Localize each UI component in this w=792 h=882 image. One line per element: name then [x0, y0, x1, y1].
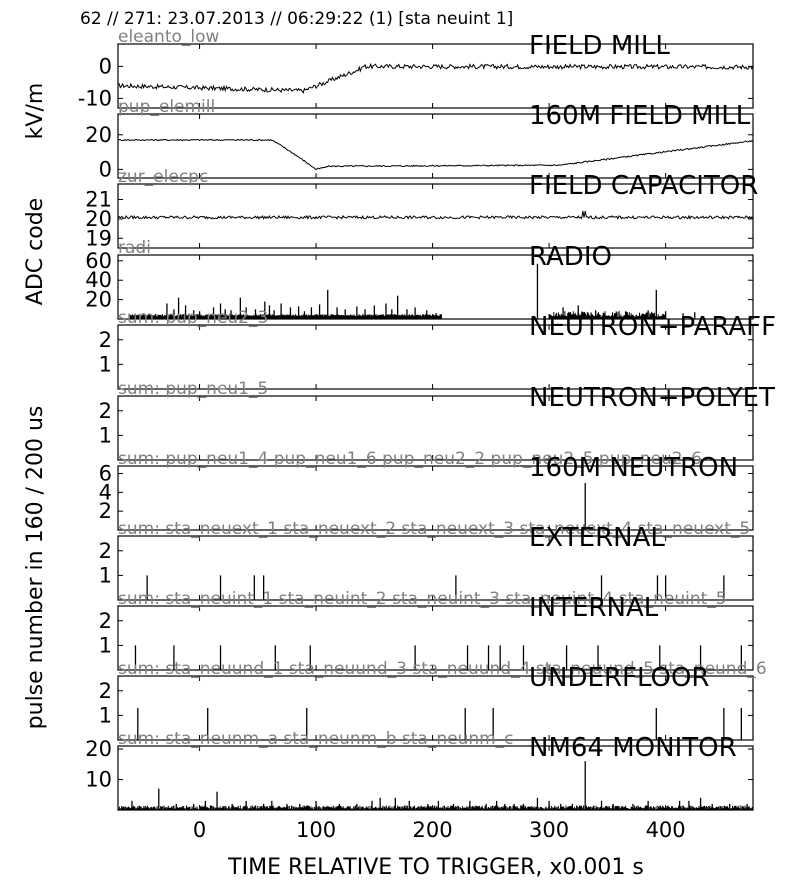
- panel-title: NEUTRON+PARAFF: [529, 312, 776, 342]
- panel-title: NEUTRON+POLYET: [529, 383, 775, 413]
- panel-frame: [117, 745, 754, 811]
- y-tick-label: 0: [99, 54, 112, 78]
- y-tick-label: 0: [99, 157, 112, 181]
- panel-frame: [117, 535, 754, 601]
- channel-label: sum: pup_neu1_5: [118, 379, 268, 399]
- y-tick-label: 20: [85, 288, 112, 312]
- panel-frame: [117, 465, 754, 531]
- y-tick-label: 2: [99, 609, 112, 633]
- y-tick-label: 21: [85, 188, 112, 212]
- series-trace: [117, 210, 754, 220]
- series-trace: [117, 62, 754, 94]
- channel-label: pup_elemill: [118, 97, 215, 117]
- y-tick-label: 20: [85, 207, 112, 231]
- channel-label: sum: sta_neuund_1 sta_neuund_3 sta_neuun…: [118, 659, 767, 679]
- y-axis-label: pulse number in 160 / 200 us: [23, 406, 48, 730]
- panel-frame: [117, 43, 754, 109]
- panel-frame: [117, 183, 754, 249]
- y-tick-label: 20: [85, 737, 112, 761]
- panel-title: 160M NEUTRON: [529, 453, 738, 483]
- panel-7: 12 sum: sta_neuext_1 sta_neuext_2 sta_neu…: [99, 519, 754, 601]
- channel-label: radi: [118, 238, 151, 258]
- y-axis-label: kV/m: [23, 83, 48, 140]
- panel-10: 10 20 sum: sta_neunm_a sta_neunm_b sta_neu…: [85, 729, 754, 811]
- y-tick-label: 1: [99, 633, 112, 657]
- panel-9: 12 sum: sta_neuund_1 sta_neuund_3 sta_neu…: [99, 659, 767, 741]
- x-axis-label: TIME RELATIVE TO TRIGGER, x0.001 s: [227, 855, 644, 880]
- panel-0: -10 0 eleanto_low FIELD MILL: [78, 27, 754, 110]
- x-tick-label: 400: [646, 818, 686, 842]
- channel-label: zur_elecpc: [118, 167, 208, 187]
- panel-frame: [117, 254, 754, 320]
- panel-title: EXTERNAL: [529, 523, 665, 553]
- panel-1: 0 20 pup_elemill 160M FIELD MILL: [85, 97, 754, 181]
- y-tick-label: 4: [99, 480, 112, 504]
- y-tick-label: 40: [85, 268, 112, 292]
- y-tick-label: 19: [85, 226, 112, 250]
- panel-frame: [117, 395, 754, 461]
- y-tick-label: 1: [99, 423, 112, 447]
- panel-6: 246 sum: pup_neu1_4 pup_neu1_6 pup_neu2_2…: [99, 449, 754, 531]
- y-axis-label: ADC code: [23, 198, 48, 305]
- channel-label: sum: pup_neu2_3: [118, 308, 268, 328]
- panel-title: UNDERFLOOR: [529, 663, 710, 693]
- x-tick-label: 100: [296, 818, 336, 842]
- chart-header: 62 // 271: 23.07.2013 // 06:29:22 (1) [s…: [80, 9, 513, 29]
- panel-4: 12 sum: pup_neu2_3 NEUTRON+PARAFF: [99, 308, 776, 390]
- panel-frame: [117, 675, 754, 741]
- panel-frame: [117, 324, 754, 390]
- panel-title: 160M FIELD MILL: [529, 101, 751, 131]
- x-tick-label: 200: [413, 818, 453, 842]
- channel-label: sum: pup_neu1_4 pup_neu1_6 pup_neu2_2 pu…: [118, 449, 702, 469]
- y-tick-label: 2: [99, 539, 112, 563]
- x-tick-label: 0: [193, 818, 206, 842]
- y-tick-label: 2: [99, 328, 112, 352]
- y-tick-label: 1: [99, 563, 112, 587]
- series-trace: [117, 805, 754, 810]
- y-tick-label: 1: [99, 352, 112, 376]
- y-tick-label: 60: [85, 249, 112, 273]
- y-tick-label: 2: [99, 499, 112, 523]
- y-tick-label: 1: [99, 703, 112, 727]
- series-trace: [117, 138, 754, 171]
- y-tick-label: 10: [85, 768, 112, 792]
- panel-5: 12 sum: pup_neu1_5 NEUTRON+POLYET: [99, 379, 775, 461]
- x-tick-label: 300: [529, 818, 569, 842]
- panel-title: FIELD MILL: [529, 31, 670, 61]
- y-tick-label: -10: [78, 86, 112, 110]
- channel-label: sum: sta_neunm_a sta_neunm_b sta_neunm_c: [118, 729, 514, 749]
- panel-8: 12 sum: sta_neuint_1 sta_neuint_2 sta_neu…: [99, 589, 754, 671]
- panel-title: INTERNAL: [529, 593, 659, 623]
- y-tick-label: 2: [99, 399, 112, 423]
- panel-frame: [117, 605, 754, 671]
- panel-title: RADIO: [529, 242, 612, 272]
- panel-frame: [117, 113, 754, 179]
- channel-label: sum: sta_neuint_1 sta_neuint_2 sta_neuin…: [118, 589, 727, 609]
- y-tick-label: 2: [99, 679, 112, 703]
- panel-title: FIELD CAPACITOR: [529, 171, 758, 201]
- y-tick-label: 20: [85, 123, 112, 147]
- y-tick-label: 6: [99, 462, 112, 486]
- channel-label: eleanto_low: [118, 27, 220, 47]
- channel-label: sum: sta_neuext_1 sta_neuext_2 sta_neuex…: [118, 519, 750, 539]
- panel-title: NM64 MONITOR: [529, 733, 737, 763]
